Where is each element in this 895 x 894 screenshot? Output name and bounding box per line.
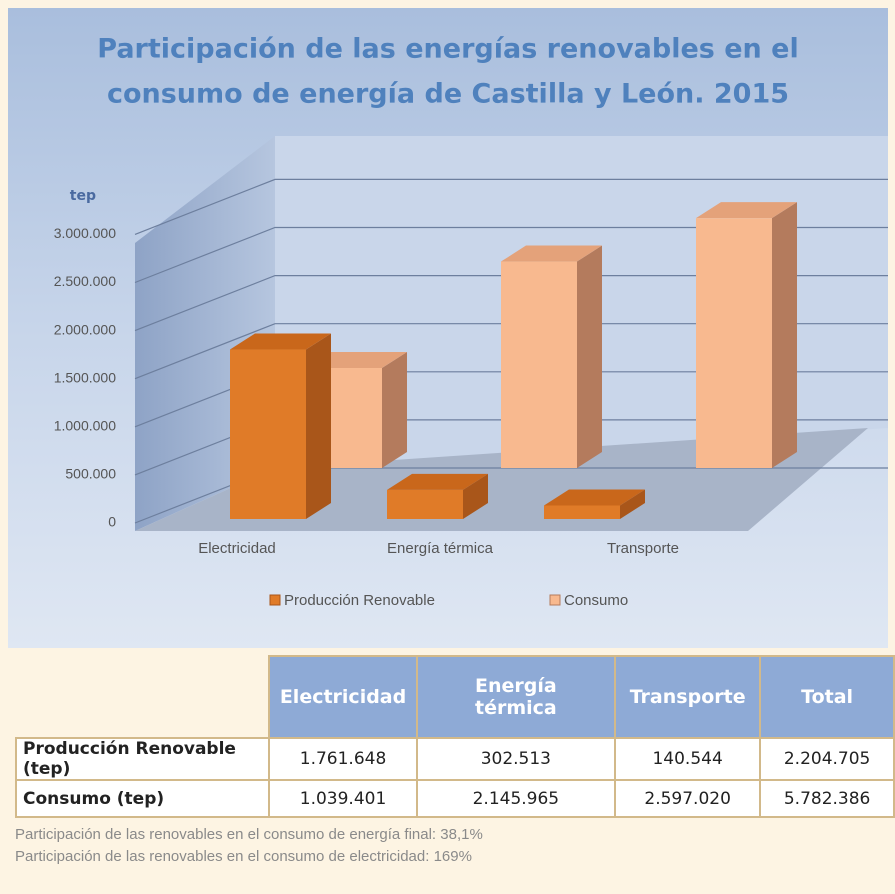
x-tick-label: Transporte <box>607 540 679 557</box>
bar-side <box>382 352 407 468</box>
y-tick-label: 2.500.000 <box>54 273 116 289</box>
bar <box>544 505 620 519</box>
cell: 302.513 <box>415 737 617 781</box>
header-cell: Electricidad <box>268 655 418 739</box>
bar-top <box>696 202 797 219</box>
grid-line <box>134 275 888 332</box>
note: Participación de las renovables en el co… <box>15 826 483 843</box>
bar <box>696 218 772 468</box>
bar-side <box>306 333 331 519</box>
y-tick-label: 500.000 <box>65 466 116 482</box>
note: Participación de las renovables en el co… <box>15 848 472 865</box>
header-cell: Total <box>759 655 895 739</box>
table-row: Consumo (tep) 1.039.401 2.145.965 2.597.… <box>14 779 895 818</box>
grid-line <box>134 178 888 235</box>
cell: 1.761.648 <box>268 737 418 781</box>
legend-swatch <box>549 594 561 606</box>
blank-cell <box>16 656 271 739</box>
bar-top <box>230 333 331 350</box>
data-table: Electricidad Energía térmica Transporte … <box>14 655 895 818</box>
bar <box>501 261 577 468</box>
bar-top <box>544 489 645 506</box>
table-header: Electricidad Energía térmica Transporte … <box>16 655 895 739</box>
bar-top <box>387 473 488 490</box>
table-row: Producción Renovable (tep) 1.761.648 302… <box>14 737 895 781</box>
y-tick-label: 0 <box>108 514 116 530</box>
x-tick-label: Electricidad <box>198 540 276 557</box>
grid-line <box>134 226 888 284</box>
bar-side <box>577 245 602 468</box>
y-tick-label: 1.000.000 <box>54 418 116 434</box>
row-header: Consumo (tep) <box>14 779 271 818</box>
chart-title: consumo de energía de Castilla y León. 2… <box>107 79 789 110</box>
y-axis-label: tep <box>70 188 96 204</box>
y-tick-label: 3.000.000 <box>54 225 116 241</box>
bar-side <box>463 473 488 519</box>
x-tick-label: Energía térmica <box>387 540 494 557</box>
cell: 2.204.705 <box>759 737 895 781</box>
bar-side <box>620 489 645 519</box>
cell: 1.039.401 <box>268 779 418 818</box>
y-tick-label: 1.500.000 <box>54 369 116 385</box>
bar-side <box>772 202 797 468</box>
y-tick-label: 2.000.000 <box>54 321 116 337</box>
legend-swatch <box>269 594 281 606</box>
bar-top <box>501 245 602 262</box>
row-header: Producción Renovable (tep) <box>14 737 271 781</box>
cell: 2.597.020 <box>614 779 762 818</box>
legend-label: Producción Renovable <box>284 592 435 609</box>
cell: 5.782.386 <box>759 779 895 818</box>
chart-title: Participación de las energías renovables… <box>97 34 799 65</box>
header-cell: Energía térmica <box>415 655 617 739</box>
header-cell: Transporte <box>614 655 762 739</box>
grid-line <box>134 323 888 380</box>
bar <box>230 349 306 519</box>
bar-top <box>306 352 407 369</box>
legend-label: Consumo <box>564 592 628 609</box>
cell: 140.544 <box>614 737 762 781</box>
chart: Participación de las energías renovables… <box>8 8 888 648</box>
cell: 2.145.965 <box>415 779 617 818</box>
bar <box>387 489 463 519</box>
